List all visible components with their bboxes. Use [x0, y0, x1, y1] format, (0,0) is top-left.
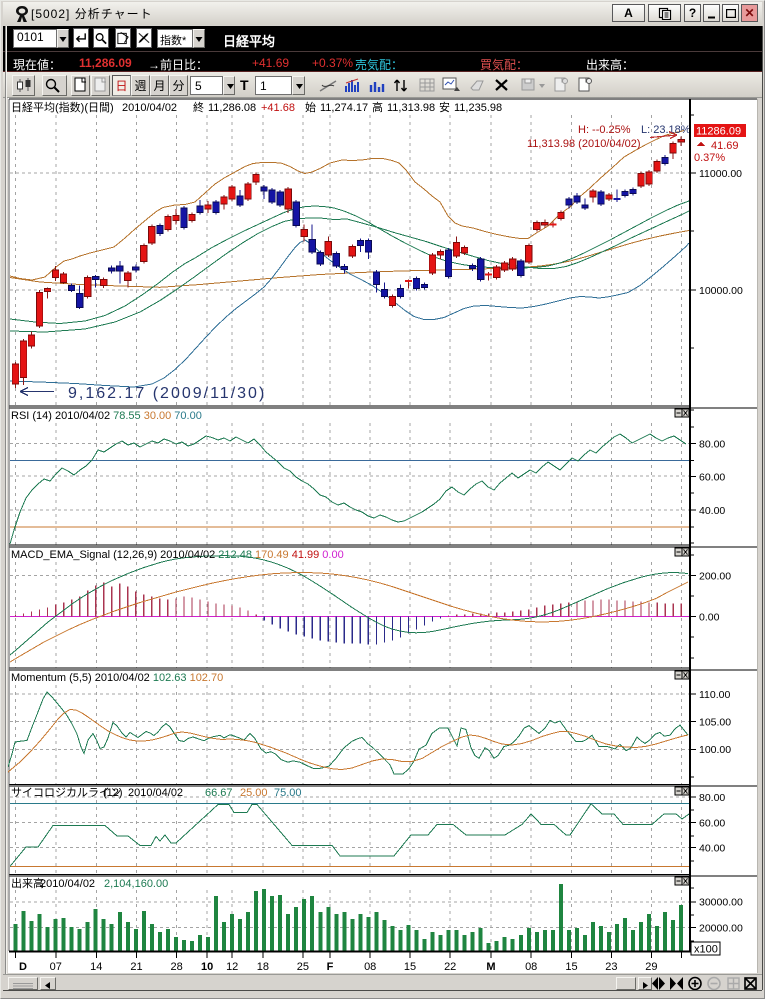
svg-text:サイコロジカルライン: サイコロジカルライン [11, 786, 121, 799]
svg-text:0.37%: 0.37% [694, 152, 725, 164]
svg-text:14: 14 [90, 961, 102, 973]
svg-text:105.00: 105.00 [699, 717, 731, 729]
svg-text:D: D [19, 961, 27, 973]
svg-text:29: 29 [645, 961, 657, 973]
svg-text:2010/04/02: 2010/04/02 [128, 787, 183, 799]
svg-text:200.00: 200.00 [699, 570, 731, 582]
svg-text:2,104,160.00: 2,104,160.00 [104, 878, 168, 890]
svg-text:日経平均(指数)(日間): 日経平均(指数)(日間) [11, 100, 114, 114]
svg-text:出来高: 出来高 [11, 876, 44, 890]
svg-text:11,286.08: 11,286.08 [208, 102, 256, 114]
svg-text:80.00: 80.00 [699, 438, 725, 450]
svg-text:66.67: 66.67 [205, 787, 233, 799]
svg-text:11,274.17: 11,274.17 [320, 102, 368, 114]
svg-text:60.00: 60.00 [699, 818, 725, 830]
svg-text:RSI (14) 2010/04/02 78.55 30.0: RSI (14) 2010/04/02 78.55 30.00 70.00 [11, 410, 202, 422]
svg-text:9,162.17 (2009/11/30): 9,162.17 (2009/11/30) [68, 385, 266, 402]
svg-text:100.00: 100.00 [699, 744, 731, 756]
svg-text:08: 08 [525, 961, 537, 973]
svg-text:0.00: 0.00 [699, 611, 720, 623]
svg-text:60.00: 60.00 [699, 471, 725, 483]
svg-text:22: 22 [444, 961, 456, 973]
svg-text:10000.00: 10000.00 [699, 285, 743, 297]
svg-text:15: 15 [404, 961, 416, 973]
svg-text:28: 28 [170, 961, 182, 973]
svg-text:80.00: 80.00 [699, 792, 725, 804]
svg-text:12: 12 [226, 961, 238, 973]
svg-text:+41.68: +41.68 [261, 102, 295, 114]
svg-text:21: 21 [130, 961, 142, 973]
svg-text:2010/04/02: 2010/04/02 [122, 102, 177, 114]
svg-text:11,313.98: 11,313.98 [387, 102, 435, 114]
svg-text:L: 23.18%: L: 23.18% [641, 124, 691, 136]
svg-text:10: 10 [201, 961, 213, 973]
svg-text:Momentum (5,5) 2010/04/02 102.: Momentum (5,5) 2010/04/02 102.63 102.70 [11, 672, 223, 684]
svg-text:08: 08 [364, 961, 376, 973]
svg-text:25.00: 25.00 [240, 787, 268, 799]
svg-text:11,235.98: 11,235.98 [454, 102, 502, 114]
svg-text:07: 07 [50, 961, 62, 973]
svg-text:23: 23 [605, 961, 617, 973]
svg-text:11,313.98 (2010/04/02): 11,313.98 (2010/04/02) [527, 138, 641, 150]
svg-text:110.00: 110.00 [699, 689, 730, 701]
svg-text:M: M [486, 961, 495, 973]
svg-text:高: 高 [372, 100, 383, 114]
svg-text:H: --0.25%: H: --0.25% [578, 124, 631, 136]
svg-text:2010/04/02: 2010/04/02 [40, 878, 95, 890]
svg-text:40.00: 40.00 [699, 505, 725, 517]
svg-text:F: F [327, 961, 334, 973]
svg-text:75.00: 75.00 [274, 787, 302, 799]
svg-text:始: 始 [305, 100, 316, 114]
svg-text:(12): (12) [103, 787, 123, 799]
svg-text:11000.00: 11000.00 [699, 168, 742, 180]
svg-text:安: 安 [439, 100, 450, 114]
svg-text:15: 15 [565, 961, 577, 973]
svg-text:30000.00: 30000.00 [699, 897, 743, 909]
svg-text:40.00: 40.00 [699, 843, 725, 855]
svg-text:25: 25 [297, 961, 309, 973]
svg-text:終: 終 [193, 100, 204, 114]
svg-text:41.69: 41.69 [711, 140, 739, 152]
svg-text:x100: x100 [694, 944, 718, 956]
svg-text:18: 18 [257, 961, 269, 973]
svg-text:MACD_EMA_Signal (12,26,9) 2010: MACD_EMA_Signal (12,26,9) 2010/04/02 212… [11, 549, 344, 561]
svg-text:20000.00: 20000.00 [699, 923, 743, 935]
svg-text:11286.09: 11286.09 [696, 126, 741, 138]
